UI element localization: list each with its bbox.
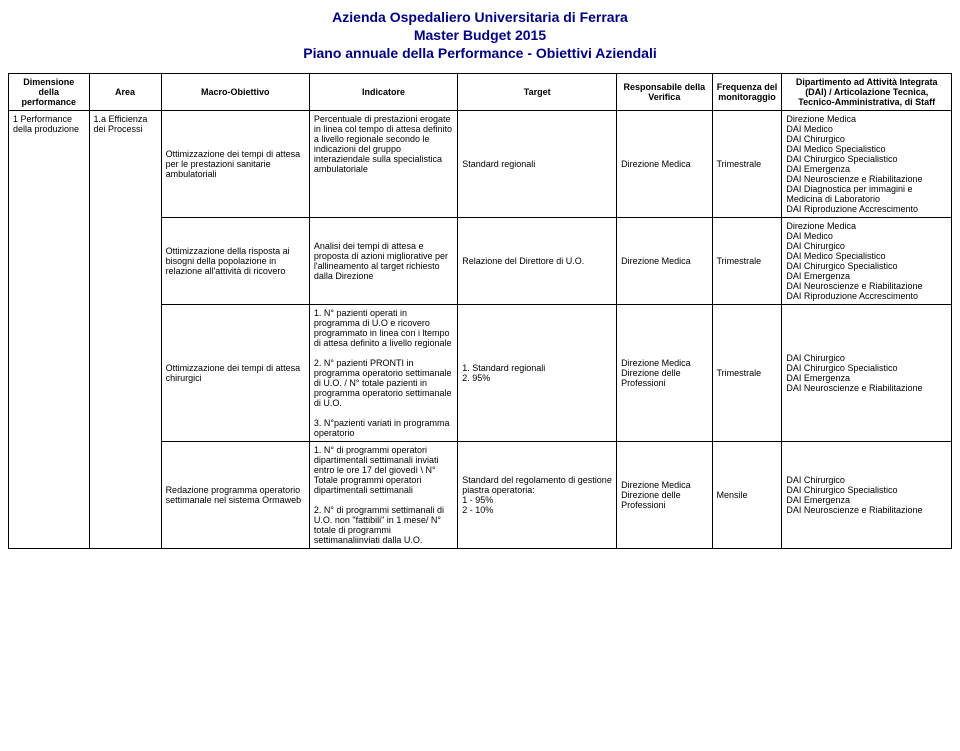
col-macro-obiettivo: Macro-Obiettivo <box>161 73 309 110</box>
cell-macro: Ottimizzazione dei tempi di attesa per l… <box>161 110 309 217</box>
cell-resp: Direzione MedicaDirezione delle Professi… <box>617 304 712 441</box>
title-line-3: Piano annuale della Performance - Obiett… <box>8 44 952 62</box>
col-indicatore: Indicatore <box>309 73 457 110</box>
objectives-table: Dimensione della performance Area Macro-… <box>8 73 952 549</box>
cell-target: Relazione del Direttore di U.O. <box>458 217 617 304</box>
col-dipartimento: Dipartimento ad Attività Integrata (DAI)… <box>782 73 952 110</box>
cell-dip: Direzione MedicaDAI MedicoDAI Chirurgico… <box>782 217 952 304</box>
col-area: Area <box>89 73 161 110</box>
document-title: Azienda Ospedaliero Universitaria di Fer… <box>8 8 952 63</box>
cell-indicatore: Analisi dei tempi di attesa e proposta d… <box>309 217 457 304</box>
cell-freq: Trimestrale <box>712 217 782 304</box>
cell-dimensione: 1 Performance della produzione <box>9 110 90 217</box>
cell-target: 1. Standard regionali2. 95% <box>458 304 617 441</box>
table-row: Ottimizzazione della risposta ai bisogni… <box>9 217 952 304</box>
cell-macro: Redazione programma operatorio settimana… <box>161 441 309 548</box>
table-header-row: Dimensione della performance Area Macro-… <box>9 73 952 110</box>
table-row: Redazione programma operatorio settimana… <box>9 441 952 548</box>
col-frequenza: Frequenza del monitoraggio <box>712 73 782 110</box>
cell-resp: Direzione Medica <box>617 217 712 304</box>
table-row: 1 Performance della produzione 1.a Effic… <box>9 110 952 217</box>
cell-dimensione-cont <box>9 304 90 441</box>
cell-area: 1.a Efficienza dei Processi <box>89 110 161 217</box>
title-line-2: Master Budget 2015 <box>8 26 952 44</box>
cell-indicatore: 1. N° pazienti operati in programma di U… <box>309 304 457 441</box>
cell-dip: DAI ChirurgicoDAI Chirurgico Specialisti… <box>782 441 952 548</box>
table-row: Ottimizzazione dei tempi di attesa chiru… <box>9 304 952 441</box>
cell-dimensione-cont <box>9 441 90 548</box>
cell-dimensione-cont <box>9 217 90 304</box>
cell-freq: Trimestrale <box>712 110 782 217</box>
col-responsabile: Responsabile della Verifica <box>617 73 712 110</box>
cell-macro: Ottimizzazione della risposta ai bisogni… <box>161 217 309 304</box>
col-dimensione: Dimensione della performance <box>9 73 90 110</box>
cell-resp: Direzione MedicaDirezione delle Professi… <box>617 441 712 548</box>
cell-area-cont <box>89 441 161 548</box>
cell-resp: Direzione Medica <box>617 110 712 217</box>
cell-dip: Direzione MedicaDAI MedicoDAI Chirurgico… <box>782 110 952 217</box>
cell-freq: Mensile <box>712 441 782 548</box>
cell-area-cont <box>89 304 161 441</box>
cell-indicatore: 1. N° di programmi operatori dipartiment… <box>309 441 457 548</box>
cell-area-cont <box>89 217 161 304</box>
cell-macro: Ottimizzazione dei tempi di attesa chiru… <box>161 304 309 441</box>
cell-freq: Trimestrale <box>712 304 782 441</box>
cell-target: Standard regionali <box>458 110 617 217</box>
cell-indicatore: Percentuale di prestazioni erogate in li… <box>309 110 457 217</box>
title-line-1: Azienda Ospedaliero Universitaria di Fer… <box>8 8 952 26</box>
col-target: Target <box>458 73 617 110</box>
cell-dip: DAI ChirurgicoDAI Chirurgico Specialisti… <box>782 304 952 441</box>
cell-target: Standard del regolamento di gestione pia… <box>458 441 617 548</box>
